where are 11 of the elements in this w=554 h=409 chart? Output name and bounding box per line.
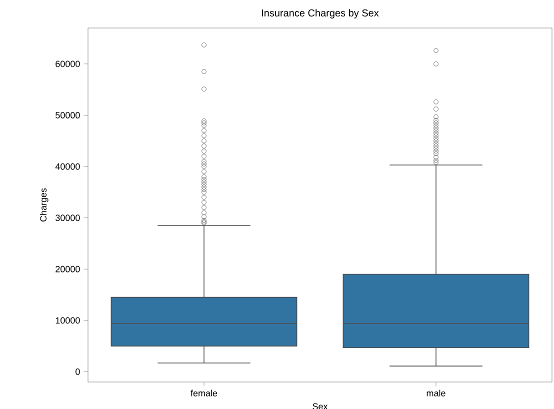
chart-title: Insurance Charges by Sex [262, 9, 379, 18]
y-tick-label: 50000 [56, 112, 80, 118]
y-tick-label: 0 [76, 368, 80, 375]
y-tick-label: 30000 [56, 214, 80, 222]
y-tick-label: 60000 [56, 60, 80, 68]
y-tick-label: 10000 [56, 317, 80, 324]
x-tick-label: female [190, 390, 218, 396]
y-tick-label: 20000 [56, 266, 80, 272]
y-axis-title: Charges [40, 188, 48, 222]
y-tick-label: 40000 [55, 163, 80, 170]
x-tick-label: male [426, 390, 446, 396]
